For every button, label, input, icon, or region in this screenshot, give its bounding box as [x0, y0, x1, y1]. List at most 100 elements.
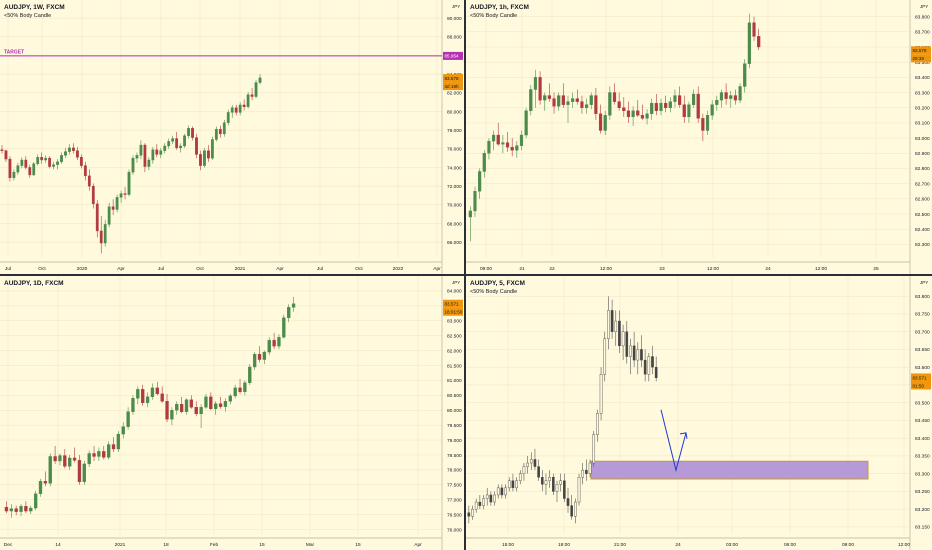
- y-tick-label: 83.200: [915, 507, 930, 513]
- candle-body: [99, 230, 103, 244]
- x-tick-label: 21:00: [614, 542, 626, 548]
- candle-body: [654, 102, 658, 111]
- candle-body: [719, 92, 724, 101]
- candle-body: [170, 410, 174, 420]
- chart-title: AUDJPY, 1W, FXCM: [4, 4, 65, 11]
- candle-body: [77, 460, 82, 483]
- candle-body: [160, 393, 164, 402]
- candle-body: [617, 101, 621, 108]
- currency-label: JPY: [920, 4, 928, 9]
- candle-body: [747, 22, 751, 64]
- y-tick-label: 78.000: [447, 128, 462, 134]
- last-price-badge: [443, 82, 463, 91]
- weekly-chart-svg[interactable]: JPY90.00088.00086.00084.00082.00080.0007…: [0, 0, 464, 274]
- candle-body: [243, 382, 247, 392]
- y-tick-label: 68.000: [447, 221, 462, 227]
- x-tick-label: 12:00: [600, 266, 612, 272]
- candle-body: [622, 107, 626, 111]
- chart-title: AUDJPY, 1h, FXCM: [470, 4, 529, 11]
- daily-chart-svg[interactable]: JPY84.00083.50083.00082.50082.00081.5008…: [0, 276, 464, 550]
- candle-body: [214, 128, 218, 140]
- candle-body: [238, 104, 242, 113]
- candle-body: [474, 501, 478, 510]
- pane-divider-horizontal[interactable]: [0, 274, 932, 276]
- candle-body: [640, 349, 643, 361]
- candle-body: [111, 206, 115, 210]
- chart-pane-daily[interactable]: JPY84.00083.50083.00082.50082.00081.5008…: [0, 276, 464, 550]
- 5min-chart-svg[interactable]: JPY83.80083.75083.70083.65083.60083.5508…: [466, 276, 932, 550]
- candle-body: [44, 157, 48, 161]
- candle-body: [83, 165, 87, 177]
- candle-body: [43, 481, 48, 484]
- y-tick-label: 82.600: [915, 197, 930, 203]
- candle-body: [599, 374, 603, 414]
- last-price-text: 29:36: [913, 56, 925, 61]
- candle-body: [575, 98, 579, 102]
- candle-body: [743, 63, 747, 87]
- candle-body: [519, 134, 524, 146]
- chart-pane-hourly[interactable]: JPY83.80083.70083.60083.50083.40083.3008…: [466, 0, 932, 274]
- candle-body: [87, 175, 91, 187]
- y-tick-label: 88.000: [447, 35, 462, 41]
- candle-body: [632, 345, 636, 361]
- y-tick-label: 90.000: [447, 16, 462, 22]
- candle-body: [563, 480, 566, 499]
- candle-body: [473, 191, 477, 212]
- x-tick-label: Oct: [355, 266, 363, 272]
- candle-body: [701, 118, 705, 131]
- x-tick-label: 2021: [115, 542, 126, 548]
- candle-body: [147, 159, 151, 167]
- candle-body: [650, 102, 654, 114]
- candle-body: [493, 494, 496, 503]
- candle-body: [522, 466, 526, 474]
- candle-body: [625, 331, 629, 357]
- candle-body: [4, 506, 9, 512]
- candle-body: [705, 115, 710, 131]
- x-tick-label: 09:00: [842, 542, 854, 548]
- candle-body: [91, 185, 95, 205]
- candle-body: [510, 146, 514, 151]
- candle-body: [48, 456, 52, 484]
- y-tick-label: 77.500: [447, 483, 462, 489]
- y-tick-label: 83.100: [915, 121, 930, 127]
- y-tick-label: 78.500: [447, 453, 462, 459]
- y-tick-label: 83.700: [915, 329, 930, 335]
- candle-body: [123, 193, 127, 195]
- candle-body: [28, 167, 32, 176]
- candle-body: [610, 310, 614, 332]
- last-price-text: 01:50: [913, 383, 925, 388]
- y-tick-label: 82.400: [915, 227, 930, 233]
- y-tick-label: 83.000: [447, 319, 462, 325]
- candle-body: [9, 508, 13, 512]
- y-tick-label: 80.000: [447, 109, 462, 115]
- candle-body: [4, 150, 8, 160]
- candle-body: [636, 110, 640, 116]
- candle-body: [540, 477, 544, 485]
- candle-body: [607, 310, 610, 339]
- candle-body: [135, 155, 139, 159]
- candle-body: [141, 389, 145, 403]
- candle-body: [566, 101, 570, 105]
- candle-body: [189, 399, 194, 408]
- x-tick-label: 2020: [77, 266, 88, 272]
- candle-body: [543, 95, 547, 101]
- candle-body: [682, 104, 686, 118]
- candle-body: [588, 462, 592, 474]
- hourly-chart-svg[interactable]: JPY83.80083.70083.60083.50083.40083.3008…: [466, 0, 932, 274]
- y-tick-label: 66.000: [447, 240, 462, 246]
- candle-body: [68, 457, 72, 467]
- y-tick-label: 76.500: [447, 512, 462, 518]
- candle-body: [175, 404, 179, 411]
- candle-body: [184, 399, 189, 412]
- x-tick-label: Apr: [117, 266, 125, 272]
- chart-pane-weekly[interactable]: JPY90.00088.00086.00084.00082.00080.0007…: [0, 0, 464, 274]
- candle-body: [487, 140, 491, 154]
- x-tick-label: 2022: [393, 266, 404, 272]
- x-tick-label: 23: [659, 266, 665, 272]
- candle-body: [179, 145, 183, 149]
- chart-pane-5min[interactable]: JPY83.80083.75083.70083.65083.60083.5508…: [466, 276, 932, 550]
- candle-body: [92, 453, 96, 457]
- candle-body: [223, 401, 228, 407]
- candle-body: [571, 98, 575, 102]
- candle-body: [733, 95, 738, 101]
